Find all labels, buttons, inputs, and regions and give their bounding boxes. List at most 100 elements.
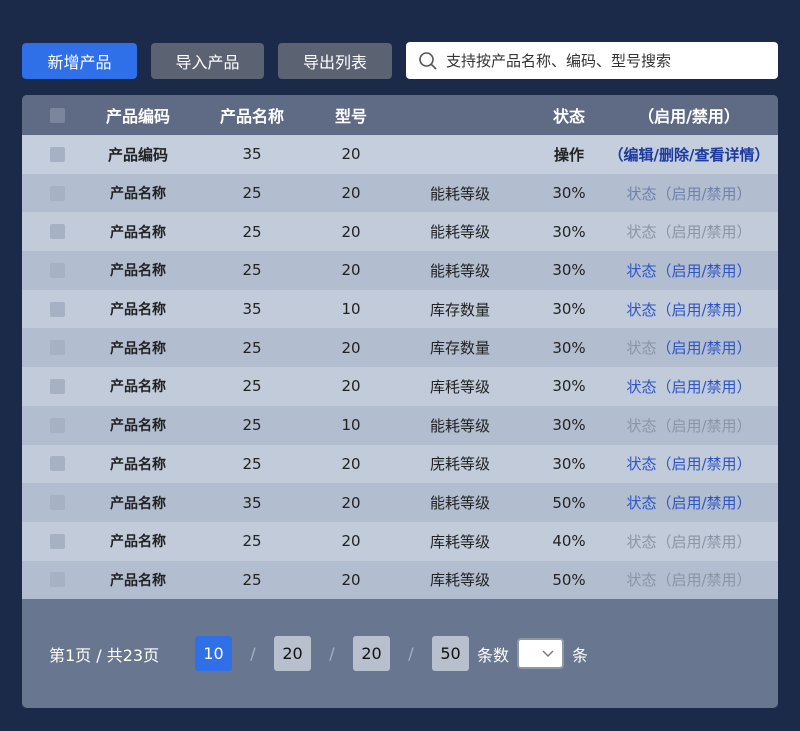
search-icon bbox=[419, 51, 437, 70]
status-toggle[interactable]: 状态（启用/禁用） bbox=[600, 453, 778, 474]
cell-operation-label: 操作 bbox=[553, 145, 584, 164]
page-size-select[interactable] bbox=[517, 638, 565, 669]
table-row: 产品名称 35 10 库存数量 30% 状态（启用/禁用） bbox=[22, 289, 778, 329]
search-box[interactable] bbox=[406, 42, 778, 79]
page-size-20[interactable]: 20 bbox=[274, 636, 311, 671]
status-label: 状态 bbox=[626, 455, 657, 474]
cell-b: 20 bbox=[341, 261, 361, 280]
row-checkbox[interactable] bbox=[49, 340, 65, 356]
status-toggle[interactable]: 状态（启用/禁用） bbox=[600, 569, 778, 590]
toggle-link[interactable]: （启用/禁用） bbox=[656, 532, 752, 551]
row-checkbox[interactable] bbox=[49, 572, 65, 588]
row-checkbox[interactable] bbox=[49, 262, 65, 278]
status-label: 状态 bbox=[626, 532, 657, 551]
cell-percent: 30% bbox=[552, 300, 586, 319]
cell-b: 20 bbox=[341, 532, 361, 551]
table-row: 产品名称 25 10 能耗等级 30% 状态（启用/禁用） bbox=[22, 405, 778, 445]
cell-b: 20 bbox=[341, 338, 361, 357]
status-toggle[interactable]: 状态（启用/禁用） bbox=[600, 376, 778, 397]
cell-percent: 30% bbox=[552, 261, 586, 280]
toggle-link[interactable]: （启用/禁用） bbox=[656, 494, 752, 513]
cell-level: 庑耗等级 bbox=[429, 455, 490, 474]
cell-percent: 30% bbox=[552, 416, 586, 435]
status-toggle[interactable]: 状态（启用/禁用） bbox=[600, 492, 778, 513]
page-size-10[interactable]: 10 bbox=[195, 636, 232, 671]
status-label: 状态 bbox=[626, 184, 657, 203]
header-status: 状态 bbox=[552, 107, 585, 126]
row-checkbox[interactable] bbox=[49, 146, 65, 162]
status-toggle[interactable]: 状态（启用/禁用） bbox=[600, 415, 778, 436]
row-checkbox[interactable] bbox=[49, 185, 65, 201]
cell-level: 库存数量 bbox=[429, 300, 490, 319]
status-label: 状态 bbox=[626, 377, 657, 396]
table-row: 产品名称 25 20 库耗等级 40% 状态（启用/禁用） bbox=[22, 521, 778, 561]
product-table: 产品编码 产品名称 型号 状态 （启用/禁用） 产品编码 35 20 操作 （编… bbox=[22, 95, 778, 708]
table-row: 产品名称 25 20 库耗等级 50% 状态（启用/禁用） bbox=[22, 560, 778, 600]
cell-percent: 30% bbox=[552, 222, 586, 241]
toggle-link[interactable]: （启用/禁用） bbox=[656, 339, 752, 358]
cell-percent: 50% bbox=[552, 493, 586, 512]
row-checkbox[interactable] bbox=[49, 495, 65, 511]
operation-links[interactable]: （编辑/删除/查看详情） bbox=[608, 145, 770, 164]
toggle-link[interactable]: （启用/禁用） bbox=[656, 377, 752, 396]
toggle-link[interactable]: （启用/禁用） bbox=[656, 416, 752, 435]
toggle-link[interactable]: （启用/禁用） bbox=[656, 184, 752, 203]
status-label: 状态 bbox=[626, 416, 657, 435]
cell-name: 产品名称 bbox=[110, 263, 166, 280]
table-row: 产品名称 25 20 能耗等级 30% 状态（启用/禁用） bbox=[22, 251, 778, 290]
cell-a: 35 bbox=[242, 300, 262, 319]
pagination: 第1页 / 共23页 10 / 20 / 20 / 50 条数 条 bbox=[22, 599, 778, 708]
cell-percent: 30% bbox=[552, 377, 586, 396]
cell-b: 20 bbox=[341, 454, 361, 473]
toggle-link[interactable]: （启用/禁用） bbox=[656, 261, 752, 280]
cell-b: 20 bbox=[341, 222, 361, 241]
cell-name: 产品名称 bbox=[110, 224, 166, 241]
table-header: 产品编码 产品名称 型号 状态 （启用/禁用） bbox=[22, 95, 778, 135]
status-toggle[interactable]: 状态（启用/禁用） bbox=[600, 221, 778, 242]
search-input[interactable] bbox=[446, 51, 766, 70]
cell-name: 产品名称 bbox=[110, 495, 166, 512]
cell-a: 35 bbox=[242, 493, 262, 512]
cell-a: 25 bbox=[242, 261, 262, 280]
row-checkbox[interactable] bbox=[49, 456, 65, 472]
cell-percent: 30% bbox=[552, 338, 586, 357]
status-toggle[interactable]: 状态（启用/禁用） bbox=[600, 299, 778, 320]
cell-level: 能耗等级 bbox=[429, 261, 490, 280]
cell-b: 10 bbox=[341, 416, 361, 435]
header-code: 产品编码 bbox=[105, 107, 170, 126]
cell-a: 35 bbox=[242, 145, 262, 164]
cell-a: 25 bbox=[242, 416, 262, 435]
toggle-link[interactable]: （启用/禁用） bbox=[656, 571, 752, 590]
page-info: 第1页 / 共23页 bbox=[49, 645, 160, 665]
page-size-20b[interactable]: 20 bbox=[353, 636, 390, 671]
status-toggle[interactable]: 状态（启用/禁用） bbox=[600, 531, 778, 552]
toggle-link[interactable]: （启用/禁用） bbox=[656, 455, 752, 474]
import-product-button[interactable]: 导入产品 bbox=[151, 43, 264, 79]
status-label: 状态 bbox=[626, 571, 657, 590]
page-size-50[interactable]: 50 bbox=[432, 636, 469, 671]
row-checkbox[interactable] bbox=[49, 224, 65, 240]
cell-a: 25 bbox=[242, 454, 262, 473]
cell-level: 库耗等级 bbox=[429, 571, 490, 590]
export-list-button[interactable]: 导出列表 bbox=[278, 43, 392, 79]
status-toggle[interactable]: 状态（启用/禁用） bbox=[600, 183, 778, 204]
cell-level: 能耗等级 bbox=[429, 494, 490, 513]
row-checkbox[interactable] bbox=[49, 301, 65, 317]
cell-b: 20 bbox=[341, 570, 361, 589]
cell-name: 产品名称 bbox=[110, 379, 166, 396]
row-checkbox[interactable] bbox=[49, 417, 65, 433]
status-toggle[interactable]: 状态（启用/禁用） bbox=[600, 260, 778, 281]
status-toggle[interactable]: 状态（启用/禁用） bbox=[600, 337, 778, 358]
select-all-checkbox[interactable] bbox=[49, 107, 65, 123]
cell-a: 25 bbox=[242, 570, 262, 589]
row-checkbox[interactable] bbox=[49, 378, 65, 394]
row-checkbox[interactable] bbox=[49, 533, 65, 549]
toggle-link[interactable]: （启用/禁用） bbox=[656, 300, 752, 319]
toggle-link[interactable]: （启用/禁用） bbox=[656, 223, 752, 242]
cell-a: 25 bbox=[242, 377, 262, 396]
status-label: 状态 bbox=[626, 494, 657, 513]
add-product-button[interactable]: 新增产品 bbox=[22, 43, 137, 79]
cell-b: 10 bbox=[341, 300, 361, 319]
unit-label: 条 bbox=[572, 645, 589, 665]
header-toggle: （启用/禁用） bbox=[638, 107, 740, 126]
